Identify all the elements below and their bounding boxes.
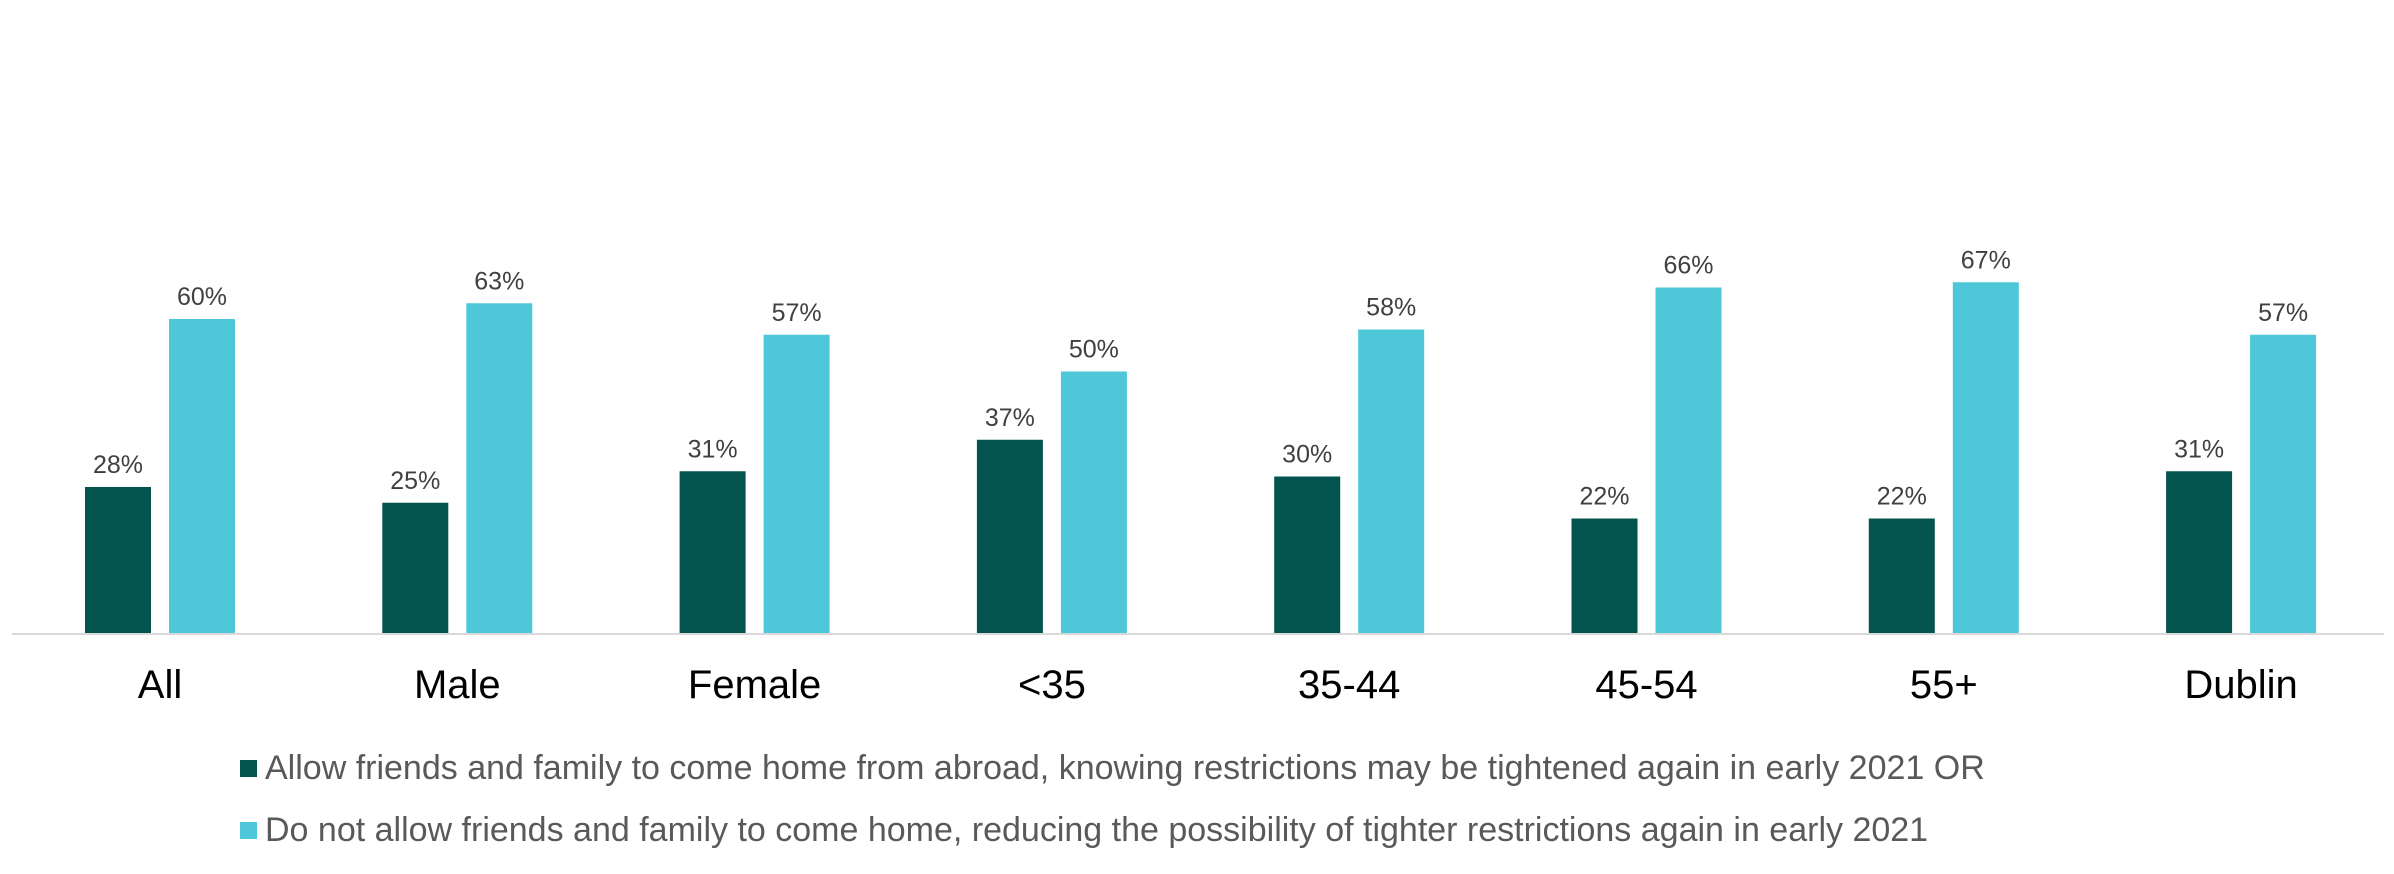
value-label-series1-all: 28%: [93, 451, 143, 479]
bar-series1-45-54: [1571, 518, 1638, 634]
value-label-series1-55-plus: 22%: [1877, 483, 1927, 511]
bar-series2-dublin: [2250, 334, 2317, 634]
value-labels-group: 28% 60% 25% 63% 31% 57% 37% 50% 30% 58% 22% 66% 22% 6…: [93, 246, 2308, 510]
bar-series1-35-44: [1274, 476, 1341, 634]
category-label-45-54: 45-54: [1595, 663, 1697, 707]
bar-series2-male: [466, 303, 533, 634]
bar-series2-55-plus: [1952, 282, 2019, 634]
value-label-series2-35-44: 58%: [1366, 294, 1416, 322]
value-label-series1-45-54: 22%: [1579, 483, 1629, 511]
value-label-series1-female: 31%: [688, 435, 738, 463]
category-label-female: Female: [688, 663, 821, 707]
value-label-series2-dublin: 57%: [2258, 299, 2308, 327]
legend: Allow friends and family to come home fr…: [240, 748, 1985, 874]
legend-label-do-not-allow: Do not allow friends and family to come …: [265, 810, 1929, 849]
legend-swatch-allow: [240, 759, 257, 777]
legend-item-do-not-allow: Do not allow friends and family to come …: [240, 810, 1985, 849]
value-label-series1-male: 25%: [390, 467, 440, 495]
category-label-35-44: 35-44: [1298, 663, 1400, 707]
category-label-dublin: Dublin: [2184, 663, 2297, 707]
category-label-55-plus: 55+: [1910, 663, 1978, 707]
bar-series2-45-54: [1655, 287, 1722, 634]
legend-label-allow: Allow friends and family to come home fr…: [265, 748, 1985, 787]
value-label-series1-under-35: 37%: [985, 404, 1035, 432]
bar-series1-female: [679, 471, 746, 634]
value-label-series2-under-35: 50%: [1069, 336, 1119, 364]
value-label-series2-all: 60%: [177, 283, 227, 311]
bar-series2-35-44: [1358, 329, 1425, 634]
category-label-all: All: [138, 663, 182, 707]
category-label-under-35: <35: [1018, 663, 1086, 707]
value-label-series2-male: 63%: [474, 267, 524, 295]
bar-series2-all: [169, 319, 235, 634]
bar-series1-55-plus: [1868, 518, 1935, 634]
value-label-series1-35-44: 30%: [1282, 441, 1332, 469]
category-labels-group: All Male Female <35 35-44 45-54 55+ Dublin: [138, 663, 2298, 707]
legend-swatch-do-not-allow: [240, 821, 257, 839]
bar-series1-male: [382, 502, 449, 634]
bars-group: [85, 282, 2317, 634]
category-label-male: Male: [414, 663, 501, 707]
bar-series2-female: [763, 334, 830, 634]
legend-item-allow: Allow friends and family to come home fr…: [240, 748, 1985, 787]
bar-series1-all: [85, 487, 151, 634]
value-label-series2-45-54: 66%: [1663, 252, 1713, 280]
value-label-series1-dublin: 31%: [2174, 435, 2224, 463]
value-label-series2-55-plus: 67%: [1961, 246, 2011, 274]
value-label-series2-female: 57%: [772, 299, 822, 327]
bar-series1-dublin: [2166, 471, 2233, 634]
bar-series1-under-35: [976, 439, 1043, 634]
bar-series2-under-35: [1060, 371, 1127, 634]
bar-chart: 28% 60% 25% 63% 31% 57% 37% 50% 30% 58% 22% 66% 22% 6…: [12, 246, 2384, 707]
